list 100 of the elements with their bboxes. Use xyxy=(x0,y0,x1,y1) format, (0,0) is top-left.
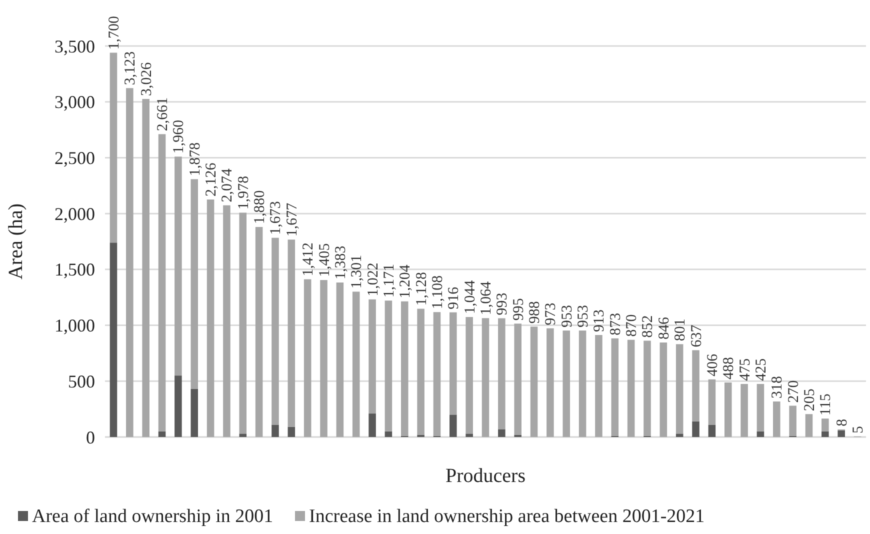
data-label: 406 xyxy=(704,353,721,376)
bar xyxy=(595,335,602,437)
bar xyxy=(352,292,360,437)
data-label: 801 xyxy=(672,318,689,342)
bar xyxy=(756,384,764,432)
bar xyxy=(272,424,279,437)
bar xyxy=(838,430,845,437)
bar xyxy=(466,434,473,437)
data-label: 1,022 xyxy=(365,262,382,296)
bar xyxy=(126,88,134,437)
bar xyxy=(272,238,279,425)
data-label: 873 xyxy=(608,312,624,336)
bar xyxy=(578,330,586,437)
data-label: 1,412 xyxy=(300,242,317,276)
data-label: 637 xyxy=(688,324,705,348)
data-label: 988 xyxy=(527,301,544,324)
bar xyxy=(223,205,230,437)
bar xyxy=(239,212,247,434)
data-label: 1,204 xyxy=(398,264,414,298)
bar xyxy=(320,280,328,437)
data-label: 846 xyxy=(656,316,672,340)
bar xyxy=(336,282,344,437)
data-label: 1,301 xyxy=(349,254,366,289)
bar xyxy=(611,338,619,436)
legend-label: Area of land ownership in 2001 xyxy=(32,506,274,527)
data-label: 425 xyxy=(753,358,770,381)
data-label: 1,878 xyxy=(187,142,204,176)
bar xyxy=(110,242,118,437)
bar xyxy=(740,384,748,437)
bar xyxy=(562,330,570,437)
data-label: 270 xyxy=(786,380,802,403)
bar xyxy=(546,328,554,437)
data-label: 475 xyxy=(737,358,754,381)
bar xyxy=(174,156,182,376)
data-label: 2,074 xyxy=(220,168,236,202)
data-label: 488 xyxy=(721,356,738,380)
data-label: 205 xyxy=(802,388,818,412)
bar xyxy=(530,326,538,437)
data-label: 953 xyxy=(576,305,592,328)
bar xyxy=(158,134,166,432)
data-label: 1,700 xyxy=(106,16,122,50)
bar xyxy=(708,379,716,425)
y-tick-label: 500 xyxy=(68,371,95,392)
bar xyxy=(304,279,312,437)
bar xyxy=(433,312,441,436)
data-label: 5 xyxy=(850,426,867,434)
bar xyxy=(368,299,376,414)
bar xyxy=(174,376,182,437)
bar xyxy=(142,98,150,437)
data-label: 995 xyxy=(510,298,527,321)
y-tick-label: 3,000 xyxy=(54,92,95,112)
bar xyxy=(692,350,700,422)
data-label: 1,044 xyxy=(462,280,478,314)
bar xyxy=(514,324,522,435)
bar xyxy=(110,52,118,243)
bar xyxy=(805,414,813,437)
data-label: 1,383 xyxy=(332,246,349,280)
data-label: 870 xyxy=(624,314,640,337)
bar xyxy=(190,388,198,437)
data-label: 2,661 xyxy=(155,97,172,132)
data-label: 1,960 xyxy=(171,120,188,154)
bar xyxy=(450,414,457,437)
data-label: 1,880 xyxy=(252,190,268,224)
bar xyxy=(239,434,247,437)
data-label: 916 xyxy=(446,286,462,310)
data-label: 953 xyxy=(559,305,576,328)
legend-label: Increase in land ownership area between 2001-2021 xyxy=(309,506,705,527)
bar xyxy=(756,431,764,437)
data-label: 1,677 xyxy=(284,202,300,237)
y-tick-label: 0 xyxy=(86,427,95,448)
bar xyxy=(158,431,166,437)
bar xyxy=(708,424,716,437)
bar xyxy=(206,199,214,437)
data-label: 2,126 xyxy=(204,162,220,196)
bar xyxy=(384,300,392,432)
data-label: 8 xyxy=(834,418,850,426)
data-label: 993 xyxy=(494,292,511,316)
data-label: 115 xyxy=(818,394,834,416)
bar xyxy=(789,406,796,436)
bar xyxy=(400,301,408,436)
data-label: 3,123 xyxy=(122,51,139,86)
bar xyxy=(676,434,684,437)
bar xyxy=(676,344,684,434)
y-tick-label: 1,000 xyxy=(54,316,95,336)
data-label: 1,108 xyxy=(430,275,446,310)
bar xyxy=(822,431,829,437)
data-label: 1,673 xyxy=(268,201,284,235)
data-label: 3,026 xyxy=(138,62,155,96)
bar xyxy=(450,312,457,415)
bar xyxy=(288,240,296,427)
y-tick-label: 1,500 xyxy=(54,260,95,280)
y-axis-title: Area (ha) xyxy=(5,203,27,280)
bar xyxy=(822,418,829,432)
data-label: 1,171 xyxy=(381,264,398,298)
bar xyxy=(773,401,780,437)
bar xyxy=(627,340,635,437)
y-tick-label: 2,000 xyxy=(54,204,95,224)
bar xyxy=(644,340,651,436)
bar xyxy=(498,429,506,437)
bar xyxy=(384,431,392,437)
